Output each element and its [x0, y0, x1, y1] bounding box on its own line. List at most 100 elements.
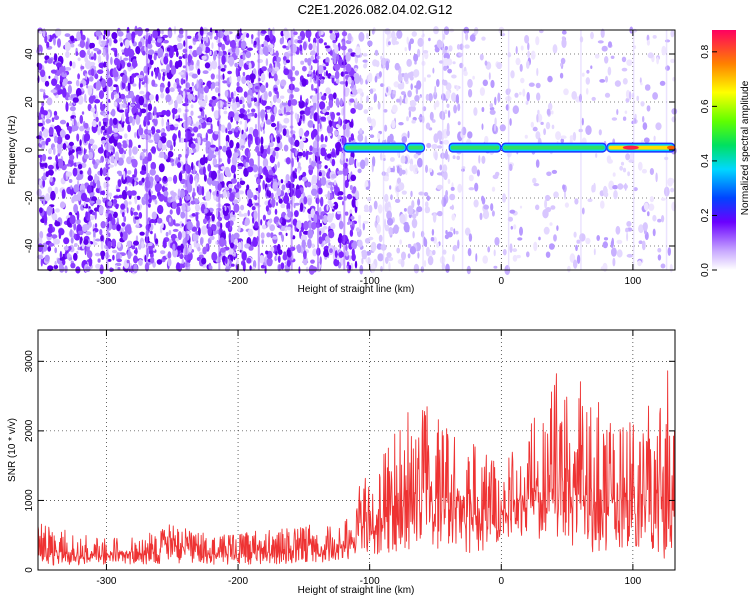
spectrogram-noise-blob	[424, 201, 429, 208]
spectrogram-noise-blob	[380, 55, 383, 60]
spectrogram-noise-blob	[404, 47, 407, 52]
spectrogram-noise-blob	[550, 110, 554, 115]
spectrogram-noise-blob	[449, 193, 456, 201]
spectrogram-noise-blob	[148, 250, 154, 255]
spectrogram-noise-blob	[90, 42, 95, 49]
spectrogram-noise-blob	[216, 74, 219, 79]
spectrogram-noise-blob	[59, 265, 65, 273]
spectrogram-noise-blob	[270, 192, 274, 199]
spectrogram-noise-blob	[307, 229, 314, 239]
spectrogram-noise-blob	[193, 174, 200, 182]
spectrogram-noise-blob	[48, 126, 54, 136]
spectrogram-noise-blob	[563, 88, 569, 96]
spectrogram-noise-blob	[320, 176, 327, 186]
spectrogram-noise-blob	[156, 259, 163, 265]
spectrogram-noise-blob	[358, 221, 362, 230]
spectrogram-noise-blob	[134, 216, 140, 220]
spectrogram-noise-blob	[228, 52, 231, 56]
spectrogram-noise-blob	[98, 90, 105, 100]
spectrogram-noise-blob	[97, 69, 104, 74]
spectrogram-noise-blob	[65, 171, 73, 177]
spectrogram-noise-blob	[273, 73, 278, 82]
spectrogram-noise-blob	[171, 161, 175, 167]
spectrogram-noise-blob	[246, 184, 250, 190]
spectrogram-noise-blob	[88, 151, 93, 160]
spectrogram-noise-blob	[210, 83, 213, 91]
spectrogram-noise-blob	[628, 91, 632, 100]
spectrogram-noise-blob	[604, 56, 609, 64]
spectrogram-noise-blob	[170, 233, 177, 240]
spectrogram-noise-blob	[320, 144, 327, 148]
spectrogram-noise-blob	[45, 119, 52, 124]
spectrogram-noise-blob	[107, 200, 113, 207]
spectrogram-noise-blob	[95, 29, 102, 37]
spectrogram-noise-blob	[329, 119, 332, 128]
spectrogram-noise-blob	[154, 183, 161, 193]
spectrogram-noise-blob	[214, 131, 220, 135]
spectrogram-noise-blob	[98, 205, 104, 215]
spectrogram-noise-blob	[280, 79, 287, 87]
spectrogram-noise-blob	[552, 44, 558, 54]
spectrogram-noise-blob	[457, 103, 461, 112]
spectrogram-noise-blob	[564, 202, 570, 208]
spectrogram-noise-blob	[369, 134, 375, 138]
spectrogram-noise-blob	[85, 266, 91, 272]
spectrogram-noise-blob	[416, 206, 423, 213]
spectrogram-noise-blob	[359, 128, 363, 135]
spectrogram-noise-blob	[231, 155, 237, 166]
spectrogram-noise-blob	[173, 219, 176, 226]
spectrogram-noise-blob	[351, 189, 357, 194]
spectrogram-noise-blob	[150, 256, 155, 264]
spectrogram-noise-blob	[40, 257, 43, 267]
spectrogram-noise-blob	[307, 238, 312, 249]
spectrogram-noise-blob	[648, 203, 655, 211]
spectrogram-noise-blob	[59, 257, 65, 261]
spectrogram-noise-blob	[242, 71, 246, 77]
spectrogram-noise-blob	[198, 118, 204, 124]
spectrogram-noise-blob	[126, 170, 132, 175]
spectrogram-noise-blob	[626, 59, 633, 66]
spectrogram-noise-blob	[292, 218, 298, 226]
spectrogram-noise-blob	[280, 262, 285, 270]
spectrogram-noise-blob	[214, 151, 220, 156]
spectrogram-noise-blob	[97, 258, 101, 263]
spectrogram-noise-blob	[201, 257, 207, 265]
spectrogram-noise-blob	[179, 118, 183, 122]
spectrogram-noise-blob	[126, 240, 132, 248]
spectrogram-noise-blob	[447, 110, 451, 118]
spectrogram-noise-blob	[222, 145, 227, 153]
spectrogram-noise-blob	[236, 258, 239, 266]
spectrogram-noise-blob	[187, 53, 192, 64]
spectrogram-noise-blob	[468, 233, 473, 242]
spectrogram-noise-blob	[297, 39, 303, 44]
spectrogram-noise-blob	[181, 203, 187, 212]
spectrogram-noise-blob	[349, 184, 353, 191]
spectrogram-noise-blob	[236, 181, 240, 188]
spectrogram-noise-blob	[187, 202, 191, 207]
spectrogram-noise-blob	[270, 101, 273, 109]
spectrogram-noise-blob	[333, 201, 339, 210]
spectrogram-noise-blob	[365, 257, 369, 263]
spectrogram-noise-blob	[593, 182, 596, 193]
spectrogram-noise-blob	[299, 140, 304, 150]
spectrogram-noise-blob	[189, 64, 194, 71]
spectrogram-noise-blob	[643, 202, 649, 211]
spectrogram-noise-blob	[612, 257, 616, 267]
spectrogram-noise-blob	[94, 210, 97, 220]
spectrogram-noise-blob	[151, 40, 156, 44]
spectrogram-noise-blob	[59, 201, 66, 209]
spectrogram-noise-blob	[336, 112, 341, 116]
spectrogram-noise-blob	[533, 183, 540, 187]
spectrogram-noise-blob	[451, 74, 457, 79]
spectrogram-noise-blob	[272, 236, 278, 240]
spectrogram-noise-blob	[384, 202, 389, 213]
spectrogram-noise-blob	[389, 185, 392, 190]
spectrogram-noise-blob	[177, 87, 181, 93]
spectrogram-noise-blob	[337, 196, 344, 201]
spectrogram-noise-blob	[399, 213, 406, 224]
spectrogram-noise-blob	[413, 263, 420, 274]
spectrogram-noise-blob	[351, 248, 355, 257]
spectrogram-ridge-core	[345, 145, 405, 150]
spectrogram-noise-blob	[351, 79, 355, 89]
spectrogram-noise-blob	[622, 167, 627, 173]
